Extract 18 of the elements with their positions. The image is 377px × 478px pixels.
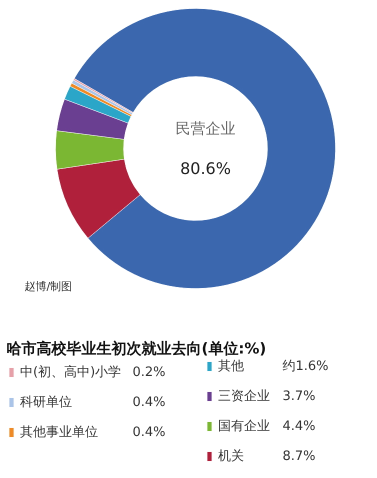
legend-label: 科研单位: [20, 394, 72, 411]
legend-label: 其他: [218, 358, 244, 375]
data-label: 80.6%: [180, 159, 231, 178]
legend-label: 国有企业: [218, 418, 270, 435]
text: 哈市高校毕业生初次就业去向(单位:%): [6, 340, 266, 358]
text: 赵博/制图: [24, 280, 72, 293]
data-label: 0.2%: [132, 365, 166, 380]
legend-label: 中(初、高中)小学: [20, 364, 122, 381]
data-label: 4.4%: [282, 419, 316, 434]
data-label: 3.7%: [282, 389, 316, 404]
legend-label: 机关: [218, 448, 244, 465]
legend-label: 三资企业: [218, 388, 270, 405]
slice-label: 民营企业: [176, 120, 236, 138]
legend-label: 其他事业单位: [20, 424, 98, 441]
data-label: 8.7%: [282, 449, 316, 464]
data-label: 约1.6%: [282, 359, 329, 374]
data-label: 0.4%: [132, 395, 166, 410]
data-label: 0.4%: [132, 425, 166, 440]
